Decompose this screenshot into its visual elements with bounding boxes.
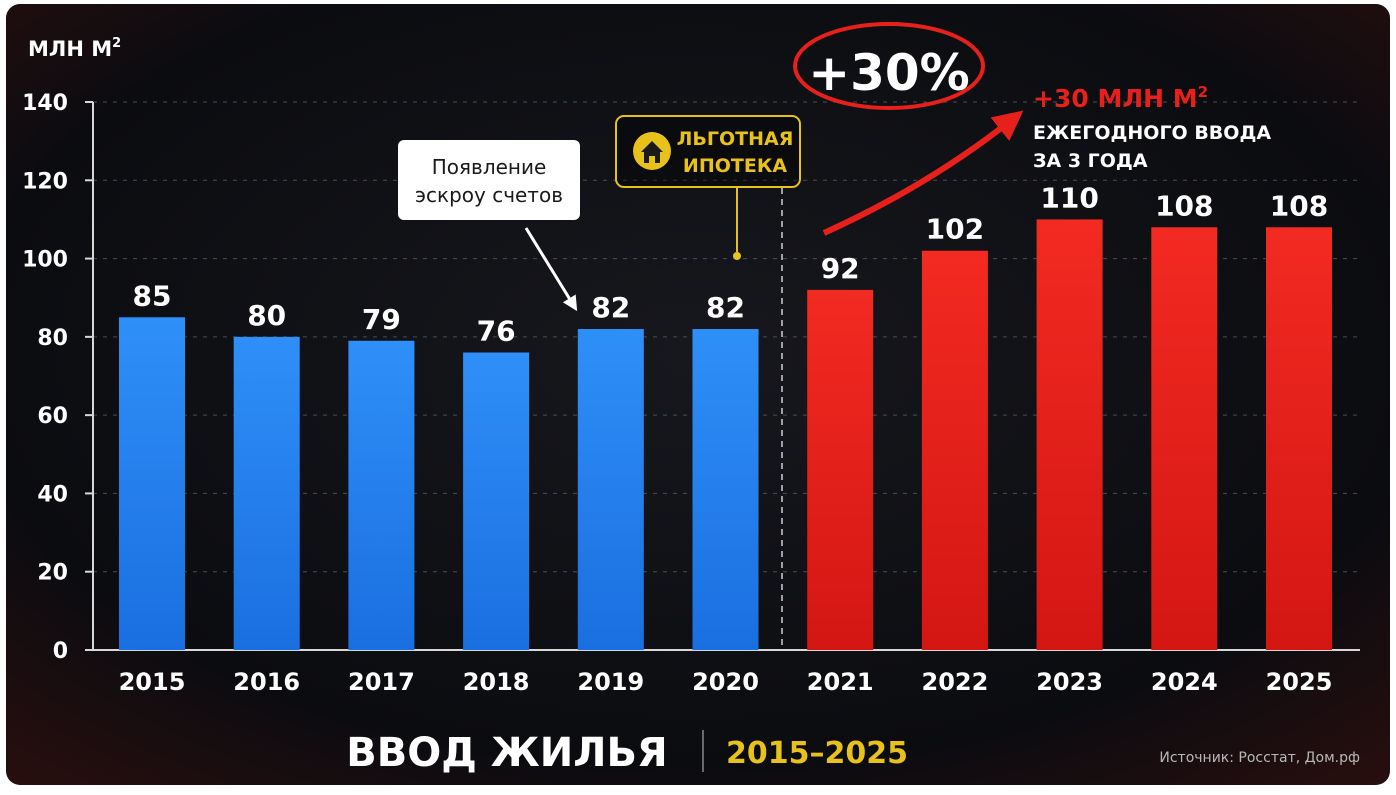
mortgage-annotation: ЛЬГОТНАЯ ИПОТЕКА [615,115,801,260]
bar-2019 [577,329,644,650]
category-label-2021: 2021 [807,668,874,696]
mortgage-connector-dot [733,252,741,260]
value-label-2015: 85 [133,279,172,312]
bar-2017 [348,340,415,650]
value-label-2018: 76 [477,315,516,348]
bar-2022 [921,250,988,650]
y-tick-label: 140 [22,91,68,116]
growth-absolute-text: +30 МЛН М [1033,84,1198,113]
house-icon [641,141,663,163]
bar-2021 [807,289,874,650]
category-label-2022: 2022 [922,668,989,696]
category-label-2018: 2018 [463,668,530,696]
y-tick-label: 60 [37,404,68,429]
growth-percent-label: +30% [808,44,970,102]
y-tick-label: 20 [37,561,68,586]
category-labels-layer: 2015 2016 2017 2018 2019 2020 2021 2022 2023 2024… [119,668,1333,696]
bar-2020 [692,329,759,650]
escrow-callout-line1: Появление [432,155,547,179]
chart-title: ВВОД ЖИЛЬЯ [346,730,667,776]
bar-2025 [1266,227,1332,650]
value-label-2019: 82 [591,291,630,324]
mortgage-callout-line1: ЛЬГОТНАЯ [677,128,794,150]
category-label-2015: 2015 [119,668,186,696]
escrow-callout-box [398,140,580,220]
y-axis-unit-superscript: 2 [112,36,121,51]
value-label-2016: 80 [247,299,286,332]
growth-percent-ellipse [793,22,985,110]
y-tick-label: 0 [53,639,68,664]
category-label-2020: 2020 [692,668,759,696]
chart-subtitle: 2015–2025 [726,736,908,771]
value-label-2025: 108 [1270,189,1328,222]
category-label-2024: 2024 [1151,668,1218,696]
y-tick-label: 40 [37,482,68,507]
growth-arrow [822,110,1024,236]
source-note: Источник: Росстат, Дом.рф [1159,750,1360,766]
mortgage-callout-line2: ИПОТЕКА [683,155,787,177]
category-label-2023: 2023 [1036,668,1103,696]
growth-description-line1: ЕЖЕГОДНОГО ВВОДА [1033,122,1271,144]
bar-2023 [1036,219,1103,650]
value-label-2023: 110 [1040,181,1098,214]
category-label-2019: 2019 [577,668,644,696]
escrow-callout-line2: эскроу счетов [415,183,563,207]
bar-2018 [463,352,530,650]
growth-description-line2: ЗА 3 ГОДА [1033,150,1148,172]
y-axis-unit-label: МЛН М2 [28,36,121,61]
value-labels-layer: 85 80 79 76 82 82 92 102 110 108 108 [133,181,1329,347]
growth-absolute-superscript: 2 [1198,83,1208,101]
category-label-2017: 2017 [348,668,415,696]
y-tick-label: 100 [22,248,68,273]
growth-annotation: +30% +30 МЛН М2 ЕЖЕГОДНОГО ВВОДА ЗА 3 ГО… [793,22,1271,236]
y-tick-label: 80 [37,326,68,351]
value-label-2017: 79 [362,303,401,336]
bar-2024 [1151,227,1218,650]
y-tick-label: 120 [22,169,68,194]
escrow-arrow [524,227,578,312]
bars-layer [119,219,1332,650]
category-label-2016: 2016 [233,668,300,696]
value-label-2024: 108 [1155,189,1213,222]
category-label-2025: 2025 [1266,668,1333,696]
bar-2016 [233,336,300,650]
y-axis-unit-text: МЛН М [28,37,112,61]
value-label-2022: 102 [926,213,984,246]
value-label-2020: 82 [706,291,745,324]
bar-2015 [119,317,185,650]
value-label-2021: 92 [821,252,860,285]
mortgage-callout-box [615,115,801,188]
escrow-annotation: Появление эскроу счетов [398,140,580,312]
growth-absolute-label: +30 МЛН М2 [1033,83,1208,113]
